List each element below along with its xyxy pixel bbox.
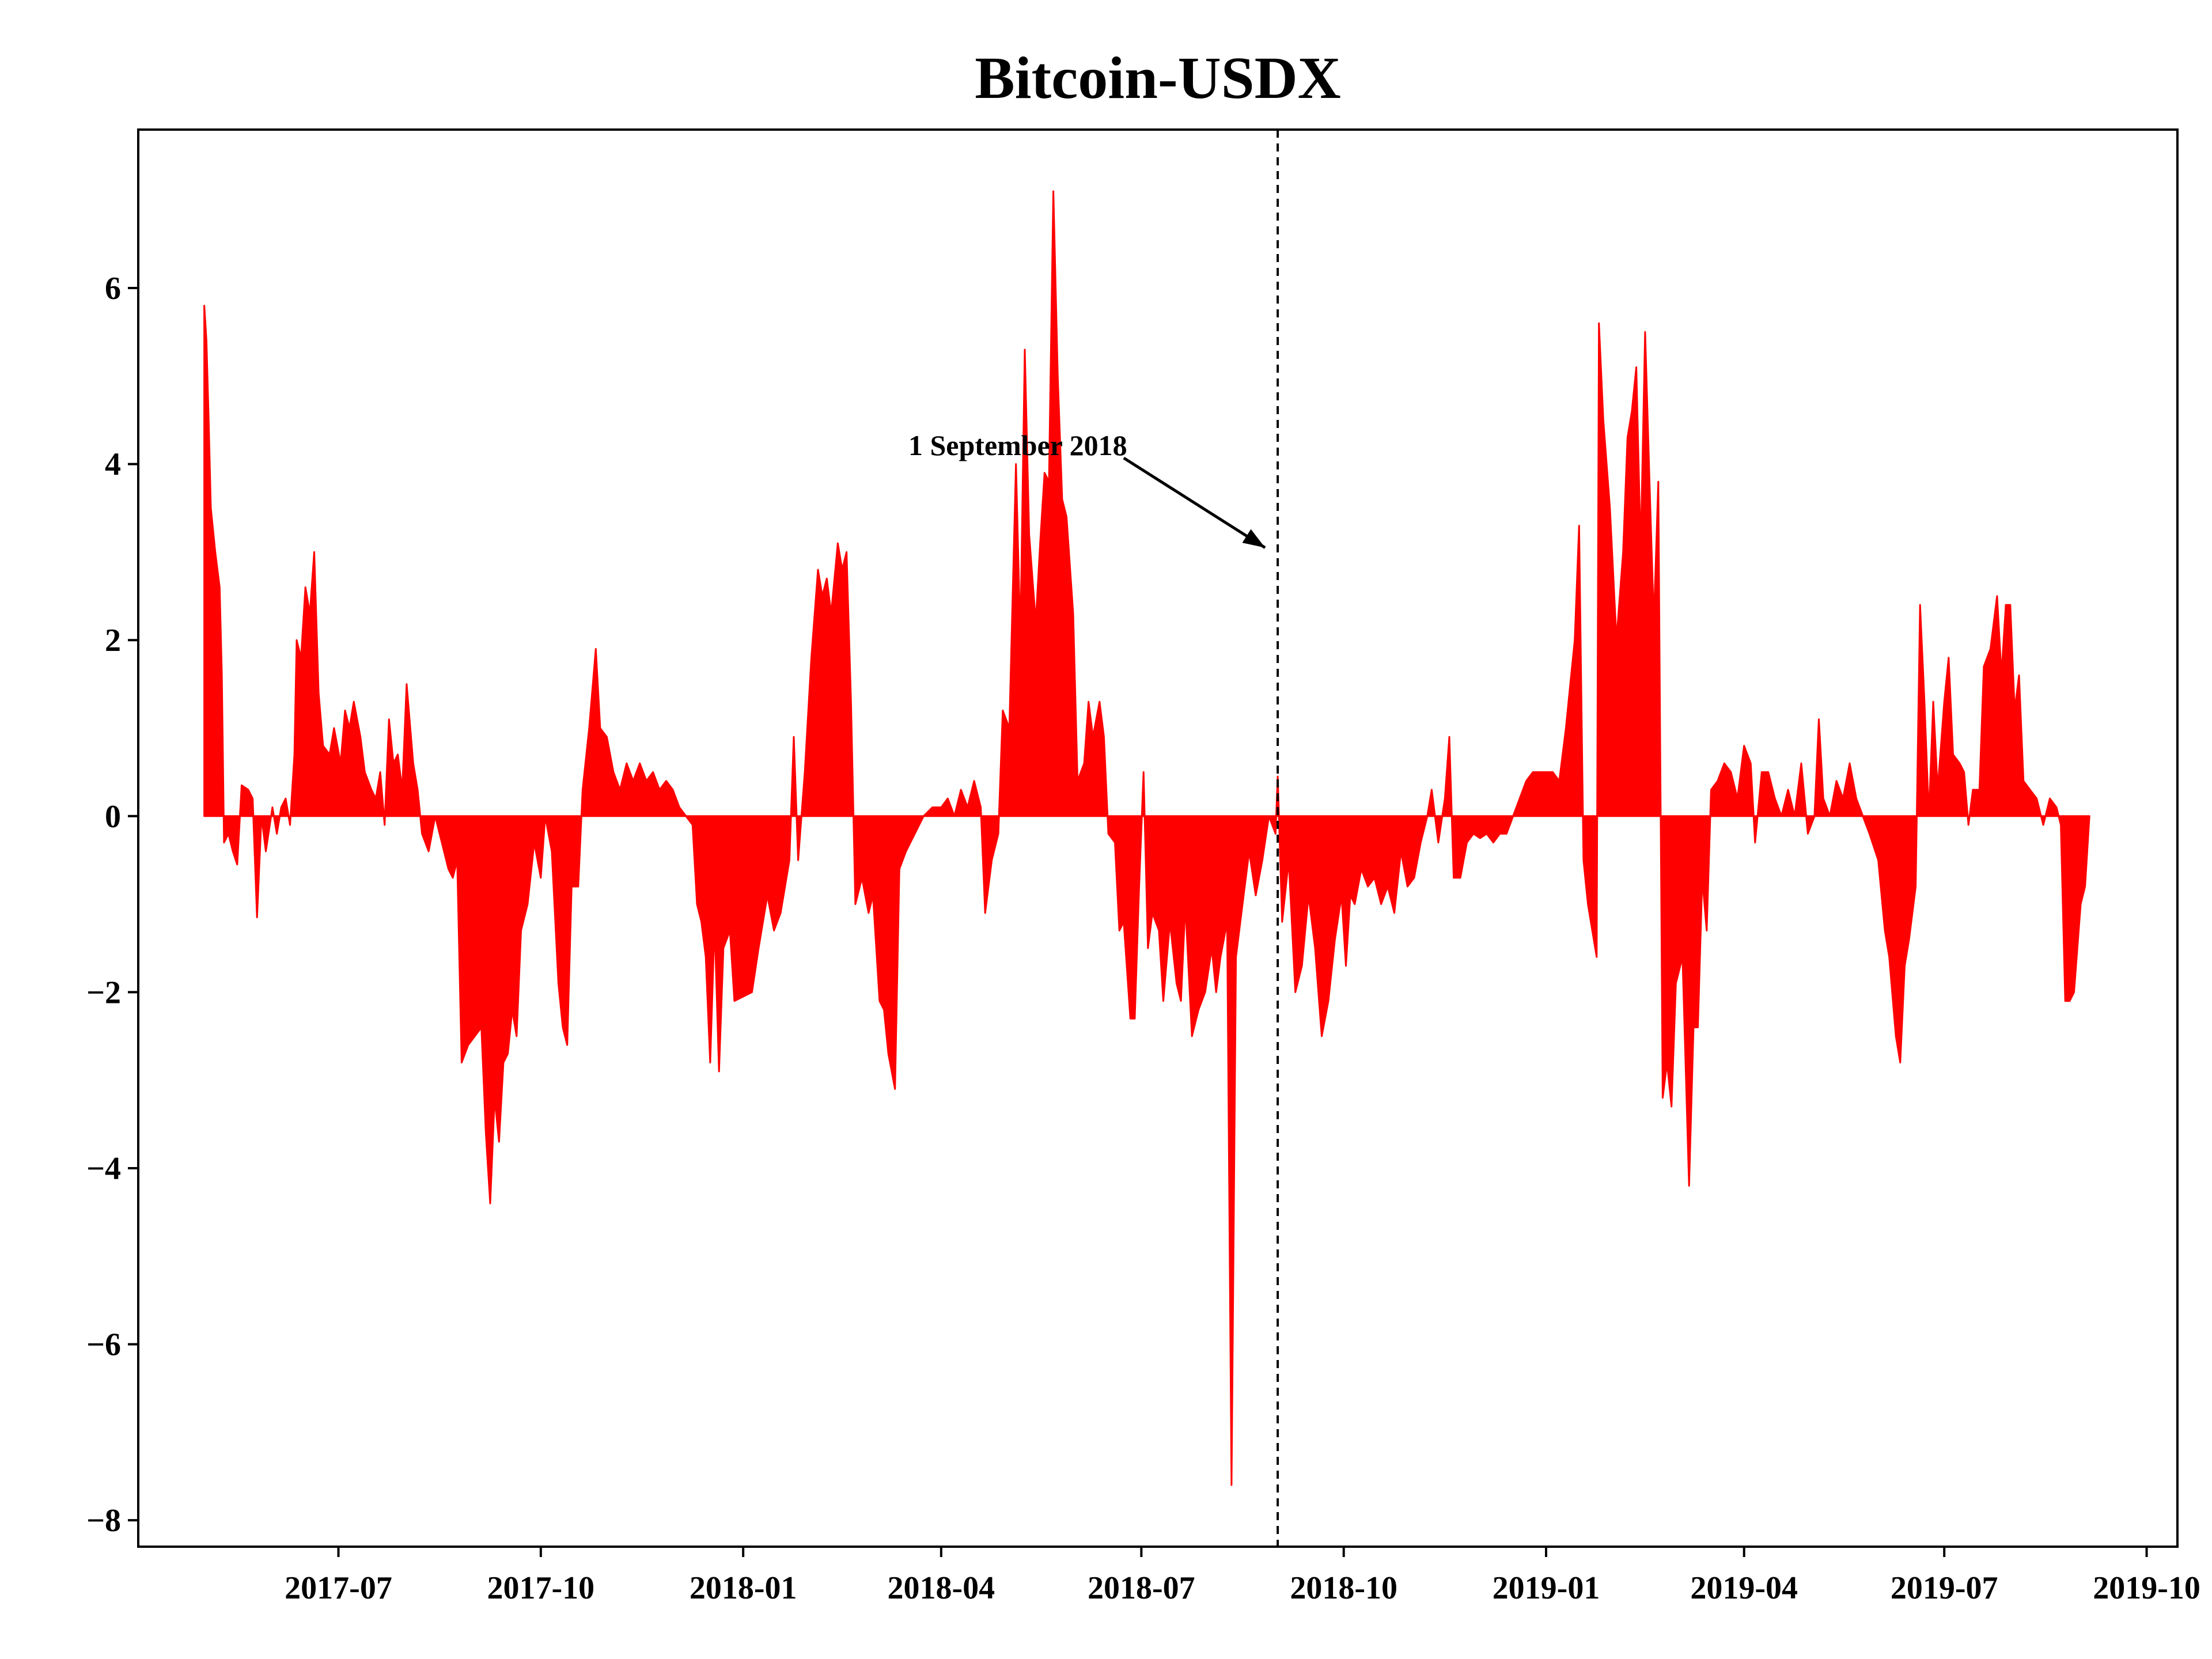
x-tick-label: 2019-04 bbox=[1690, 1570, 1798, 1606]
y-tick-label: −6 bbox=[86, 1327, 121, 1363]
annotation-arrow-head bbox=[1242, 529, 1266, 548]
y-tick-label: 2 bbox=[105, 623, 121, 658]
x-tick-label: 2019-10 bbox=[2093, 1570, 2200, 1606]
y-tick-label: 4 bbox=[105, 447, 121, 483]
plot-area bbox=[203, 130, 2090, 1547]
plot-frame bbox=[137, 128, 2179, 1548]
series-area-0 bbox=[203, 190, 2090, 1486]
x-tick-label: 2018-01 bbox=[690, 1570, 797, 1606]
x-tick-label: 2017-10 bbox=[487, 1570, 595, 1606]
y-tick-label: −2 bbox=[86, 975, 121, 1010]
y-tick-label: 6 bbox=[105, 271, 121, 306]
y-tick-label: 0 bbox=[105, 799, 121, 835]
y-tick-label: −4 bbox=[86, 1151, 121, 1187]
x-tick-label: 2018-10 bbox=[1290, 1570, 1397, 1606]
x-axis: 2017-07 2017-10 2018-01 2018-04 2018-07 2018-… bbox=[285, 1547, 2200, 1606]
x-tick-label: 2018-04 bbox=[888, 1570, 995, 1606]
x-tick-label: 2018-07 bbox=[1088, 1570, 1195, 1606]
y-axis: 6 4 2 0 −2 −4 −6 −8 bbox=[86, 271, 138, 1539]
annotation-label: 1 September 2018 bbox=[908, 429, 1127, 461]
annotation-arrow-shaft bbox=[1123, 456, 1266, 549]
y-tick-label: −8 bbox=[86, 1503, 121, 1539]
x-tick-label: 2019-07 bbox=[1891, 1570, 1998, 1606]
annotation-layer: 1 September 2018 bbox=[908, 429, 1266, 549]
x-tick-label: 2017-07 bbox=[285, 1570, 392, 1606]
chart-title: Bitcoin-USDX bbox=[975, 45, 1341, 111]
x-tick-label: 2019-01 bbox=[1493, 1570, 1600, 1606]
